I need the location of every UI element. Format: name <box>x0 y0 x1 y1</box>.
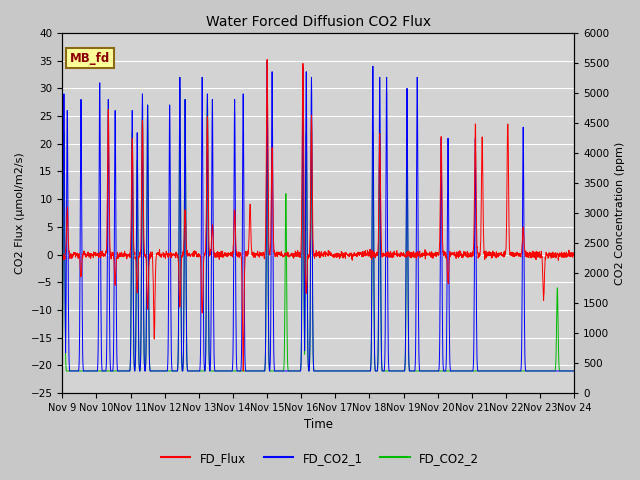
Y-axis label: CO2 Concentration (ppm): CO2 Concentration (ppm) <box>615 142 625 285</box>
X-axis label: Time: Time <box>304 419 333 432</box>
Text: MB_fd: MB_fd <box>70 52 110 65</box>
Legend: FD_Flux, FD_CO2_1, FD_CO2_2: FD_Flux, FD_CO2_1, FD_CO2_2 <box>156 447 484 469</box>
Y-axis label: CO2 Flux (μmol/m2/s): CO2 Flux (μmol/m2/s) <box>15 152 25 274</box>
Title: Water Forced Diffusion CO2 Flux: Water Forced Diffusion CO2 Flux <box>205 15 431 29</box>
